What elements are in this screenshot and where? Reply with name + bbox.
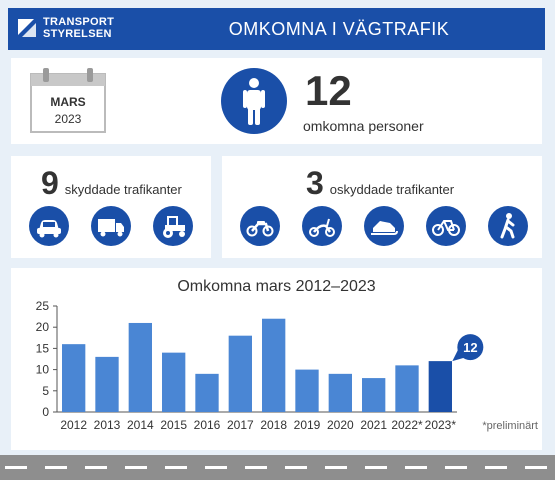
pedestrian-icon [488, 206, 528, 246]
bar-2022 [395, 365, 419, 412]
moped-icon [302, 206, 342, 246]
logo-line-2: STYRELSEN [43, 28, 112, 40]
unprotected-count: 3 [306, 165, 324, 201]
fatalities-label: omkomna personer [303, 118, 424, 134]
highlight-bubble [452, 334, 484, 362]
logo-line-1: TRANSPORT [43, 16, 115, 28]
motorcycle-icon [240, 206, 280, 246]
page-title: OMKOMNA I VÄGTRAFIK [228, 19, 450, 39]
bar-2016 [195, 373, 219, 412]
x-tick-label: 2014 [127, 418, 154, 432]
unprotected-label: oskyddade trafikanter [329, 182, 455, 197]
bar-2014 [128, 322, 152, 412]
x-tick-label: 2021 [360, 418, 387, 432]
calendar: MARS 2023 [29, 66, 107, 134]
bar-2013 [95, 356, 119, 412]
x-tick-label: 2016 [194, 418, 221, 432]
header-bar: TRANSPORT STYRELSEN OMKOMNA I VÄGTRAFIK [8, 8, 545, 50]
road-decoration [0, 455, 555, 480]
x-tick-label: 2022* [391, 418, 423, 432]
bar-2012 [62, 344, 86, 412]
protected-label: skyddade trafikanter [64, 182, 182, 197]
road-markings-icon [5, 466, 547, 469]
logo-mark-icon [18, 19, 36, 37]
x-tick-label: 2015 [160, 418, 187, 432]
protected-card: 9 skyddade trafikanter [11, 156, 211, 258]
calendar-year: 2023 [54, 112, 82, 126]
x-tick-label: 2017 [227, 418, 254, 432]
y-tick-label: 5 [42, 384, 49, 398]
bar-2017 [228, 335, 252, 412]
transportstyrelsen-logo: TRANSPORT STYRELSEN [16, 15, 114, 41]
bar-2019 [295, 369, 319, 412]
bicycle-icon [426, 206, 466, 246]
bar-2021 [362, 378, 386, 412]
bar-2018 [262, 318, 286, 412]
y-tick-label: 0 [42, 405, 49, 419]
chart-title: Omkomna mars 2012–2023 [177, 278, 376, 295]
x-tick-label: 2023* [425, 418, 457, 432]
unprotected-card: 3 oskyddade trafikanter [222, 156, 542, 258]
x-tick-label: 2013 [94, 418, 121, 432]
bar-2023 [428, 361, 452, 412]
x-tick-label: 2018 [260, 418, 287, 432]
fatalities-count: 12 [305, 67, 352, 114]
chart-card: Omkomna mars 2012–2023 0 5 10 15 20 25 2012 201… [11, 268, 542, 450]
calendar-icon [30, 68, 106, 133]
bar-2015 [162, 352, 186, 412]
protected-count: 9 [41, 165, 59, 201]
y-tick-label: 10 [36, 363, 50, 377]
y-tick-label: 25 [36, 299, 50, 313]
y-tick-label: 20 [36, 320, 50, 334]
highlight-value: 12 [463, 340, 477, 355]
x-tick-label: 2019 [294, 418, 321, 432]
person-icon [221, 68, 287, 134]
tractor-icon [153, 206, 193, 246]
snowmobile-icon [364, 206, 404, 246]
bar-chart: 0 5 10 15 20 25 2012 2013 2014 2015 2016 2017 2018 20… [36, 299, 538, 432]
x-tick-label: 2020 [327, 418, 354, 432]
y-tick-label: 15 [36, 341, 50, 355]
x-tick-label: 2012 [60, 418, 87, 432]
calendar-month: MARS [50, 95, 86, 109]
truck-icon [91, 206, 131, 246]
car-icon [29, 206, 69, 246]
bar-2020 [328, 373, 352, 412]
chart-footnote: *preliminärt [482, 420, 538, 432]
summary-card: MARS 2023 12 omkomna personer [11, 58, 542, 144]
